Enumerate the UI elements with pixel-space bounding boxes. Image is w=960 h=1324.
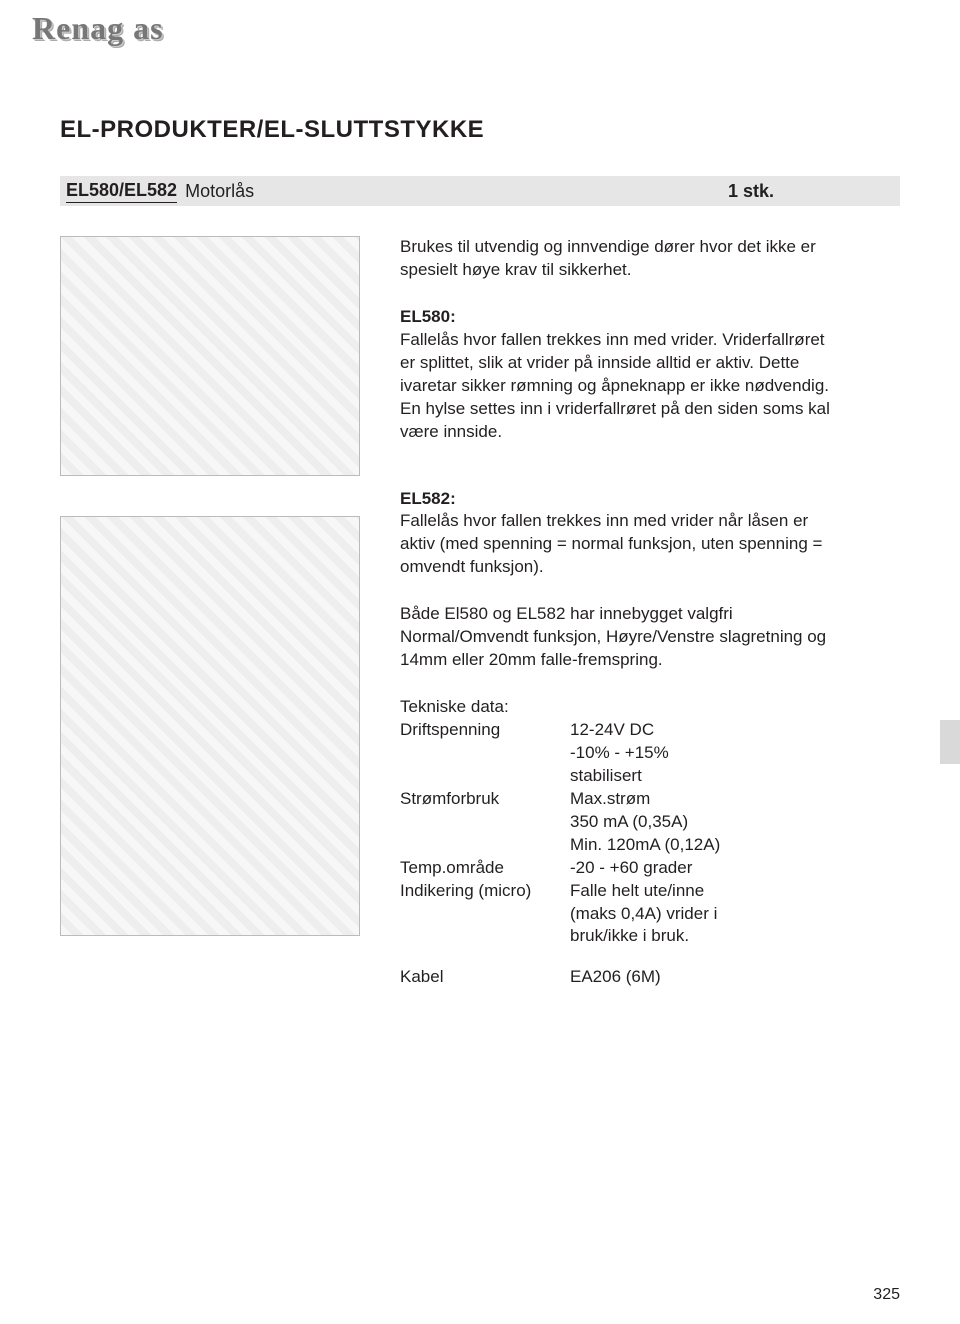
tech-value: 350 mA (0,35A)	[570, 811, 830, 834]
product-qty: 1 stk.	[728, 181, 774, 202]
tech-value: -10% - +15%	[570, 742, 830, 765]
both-paragraph: Både El580 og EL582 har innebygget valgf…	[400, 603, 830, 672]
el580-section: EL580: Fallelås hvor fallen trekkes inn …	[400, 306, 830, 444]
product-photo-placeholder	[60, 236, 360, 476]
el580-label: EL580:	[400, 307, 456, 326]
spacer	[400, 468, 830, 488]
tech-value: -20 - +60 grader	[570, 857, 830, 880]
page-edge-tab	[940, 720, 960, 764]
tech-label	[400, 925, 570, 948]
el580-body: Fallelås hvor fallen trekkes inn med vri…	[400, 330, 830, 441]
intro-paragraph: Brukes til utvendig og innvendige dører …	[400, 236, 830, 282]
tech-label	[400, 811, 570, 834]
product-subtitle: Motorlås	[185, 181, 254, 202]
tech-label	[400, 765, 570, 788]
tech-value: bruk/ikke i bruk.	[570, 925, 830, 948]
tech-cable-label: Kabel	[400, 966, 570, 989]
tech-label: Indikering (micro)	[400, 880, 570, 903]
content-area: Brukes til utvendig og innvendige dører …	[60, 236, 900, 989]
el582-section: EL582: Fallelås hvor fallen trekkes inn …	[400, 488, 830, 580]
image-column	[60, 236, 360, 989]
tech-value: Min. 120mA (0,12A)	[570, 834, 830, 857]
spacer	[400, 948, 830, 966]
tech-label: Temp.område	[400, 857, 570, 880]
tech-value: (maks 0,4A) vrider i	[570, 903, 830, 926]
tech-label: Strømforbruk	[400, 788, 570, 811]
product-header-bar: EL580/EL582 Motorlås 1 stk.	[60, 176, 900, 206]
page-number: 325	[873, 1286, 900, 1304]
tech-data-table: Tekniske data: Driftspenning 12-24V DC -…	[400, 696, 830, 989]
tech-label	[400, 903, 570, 926]
tech-value: stabilisert	[570, 765, 830, 788]
el582-label: EL582:	[400, 489, 456, 508]
tech-label	[400, 742, 570, 765]
tech-heading: Tekniske data:	[400, 696, 830, 719]
text-column: Brukes til utvendig og innvendige dører …	[400, 236, 830, 989]
tech-label	[400, 834, 570, 857]
tech-value: 12-24V DC	[570, 719, 830, 742]
product-model: EL580/EL582	[66, 180, 177, 203]
tech-value: Falle helt ute/inne	[570, 880, 830, 903]
el582-body: Fallelås hvor fallen trekkes inn med vri…	[400, 511, 822, 576]
tech-cable-value: EA206 (6M)	[570, 966, 830, 989]
tech-label: Driftspenning	[400, 719, 570, 742]
technical-drawing-placeholder	[60, 516, 360, 936]
brand-logo: Renag as	[32, 10, 164, 47]
tech-value: Max.strøm	[570, 788, 830, 811]
page-title: EL-PRODUKTER/EL-SLUTTSTYKKE	[60, 116, 484, 144]
